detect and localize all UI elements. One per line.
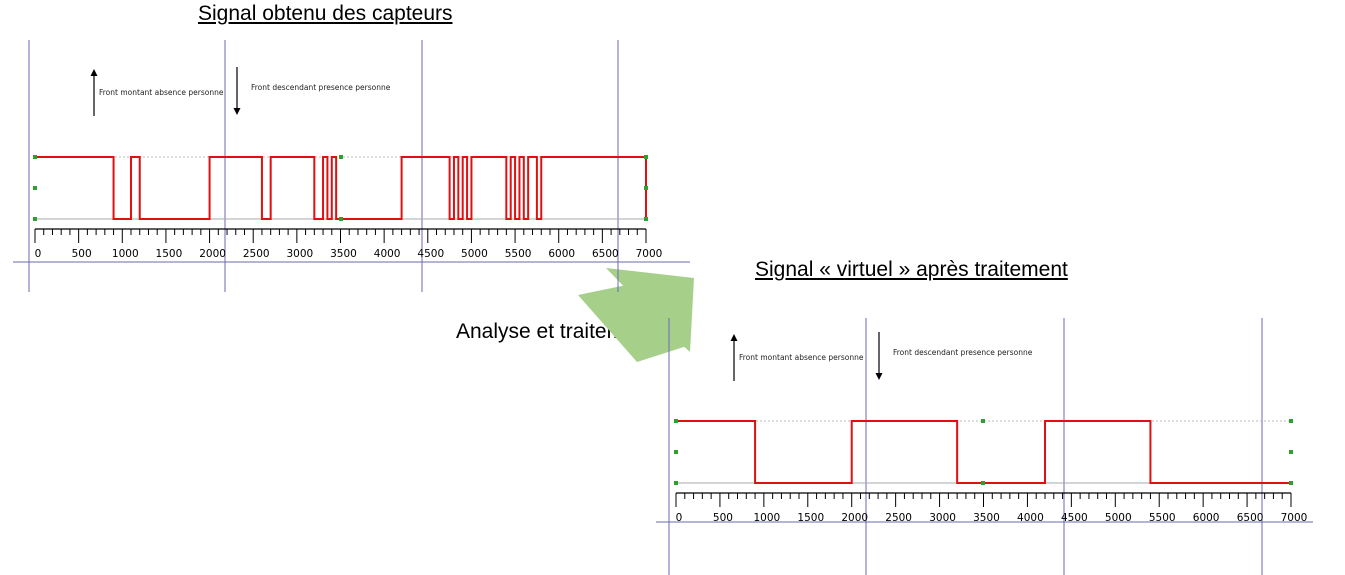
rising-edge-arrow-icon — [90, 69, 98, 76]
signal-series-line — [676, 420, 1291, 484]
selection-handle-marker — [674, 481, 678, 485]
x-tick-label: 0 — [676, 512, 683, 524]
x-tick-label: 4000 — [1017, 512, 1044, 524]
selection-handle-marker — [981, 419, 985, 423]
falling-edge-annotation: Front descendant presence personne — [251, 83, 391, 92]
x-tick-label: 0 — [35, 248, 42, 260]
top-signal-chart: 0 500 1000 1500 2000 2500 3000 3500 4000 4500 5000… — [13, 40, 690, 292]
selection-handle-marker — [644, 155, 648, 159]
falling-edge-arrow-icon — [233, 108, 241, 115]
x-tick-label: 5000 — [461, 248, 488, 260]
x-tick-label: 2500 — [243, 248, 270, 260]
x-tick-label: 2000 — [199, 248, 226, 260]
x-tick-label: 500 — [713, 512, 733, 524]
x-tick-label: 3500 — [330, 248, 357, 260]
x-tick-label: 4500 — [417, 248, 444, 260]
signal-series-line — [35, 156, 647, 220]
x-tick-label: 6500 — [1237, 512, 1264, 524]
process-label: Analyse et traitement — [456, 320, 654, 343]
selection-handle-marker — [644, 217, 648, 221]
x-tick-label: 5000 — [1105, 512, 1132, 524]
x-tick-label: 5500 — [1149, 512, 1176, 524]
x-tick-label: 1000 — [753, 512, 780, 524]
x-tick-label: 3000 — [929, 512, 956, 524]
rising-edge-annotation: Front montant absence personne — [739, 353, 864, 362]
selection-handle-marker — [33, 186, 37, 190]
rising-edge-arrow-icon — [730, 334, 738, 341]
x-tick-label: 6500 — [592, 248, 619, 260]
bottom-signal-chart: 0 500 1000 1500 2000 2500 3000 3500 4000 4500 5000… — [656, 318, 1313, 575]
x-tick-label: 5500 — [505, 248, 532, 260]
selection-handle-marker — [644, 186, 648, 190]
x-tick-label: 1000 — [112, 248, 139, 260]
x-tick-label: 2500 — [885, 512, 912, 524]
selection-handle-marker — [674, 419, 678, 423]
x-tick-label: 1500 — [156, 248, 183, 260]
x-tick-label: 500 — [72, 248, 92, 260]
top-chart-title: Signal obtenu des capteurs — [198, 2, 453, 25]
x-tick-label: 6000 — [1193, 512, 1220, 524]
rising-edge-annotation: Front montant absence personne — [99, 88, 224, 97]
x-tick-label: 7000 — [1281, 512, 1308, 524]
selection-handle-marker — [1289, 481, 1293, 485]
selection-handle-marker — [33, 217, 37, 221]
x-tick-label: 4500 — [1061, 512, 1088, 524]
selection-handle-marker — [339, 155, 343, 159]
selection-handle-marker — [981, 481, 985, 485]
x-tick-label: 4000 — [374, 248, 401, 260]
x-tick-label: 3500 — [973, 512, 1000, 524]
selection-handle-marker — [1289, 450, 1293, 454]
x-tick-label: 7000 — [636, 248, 663, 260]
selection-handle-marker — [674, 450, 678, 454]
process-arrow-head — [606, 268, 694, 352]
selection-handle-marker — [33, 155, 37, 159]
selection-handle-marker — [339, 217, 343, 221]
x-tick-label: 3000 — [286, 248, 313, 260]
bottom-chart-title: Signal « virtuel » après traitement — [755, 258, 1068, 281]
x-tick-label: 1500 — [797, 512, 824, 524]
x-tick-label: 6000 — [548, 248, 575, 260]
selection-handle-marker — [1289, 419, 1293, 423]
falling-edge-annotation: Front descendant presence personne — [893, 348, 1033, 357]
x-tick-label: 2000 — [841, 512, 868, 524]
falling-edge-arrow-icon — [875, 373, 883, 380]
